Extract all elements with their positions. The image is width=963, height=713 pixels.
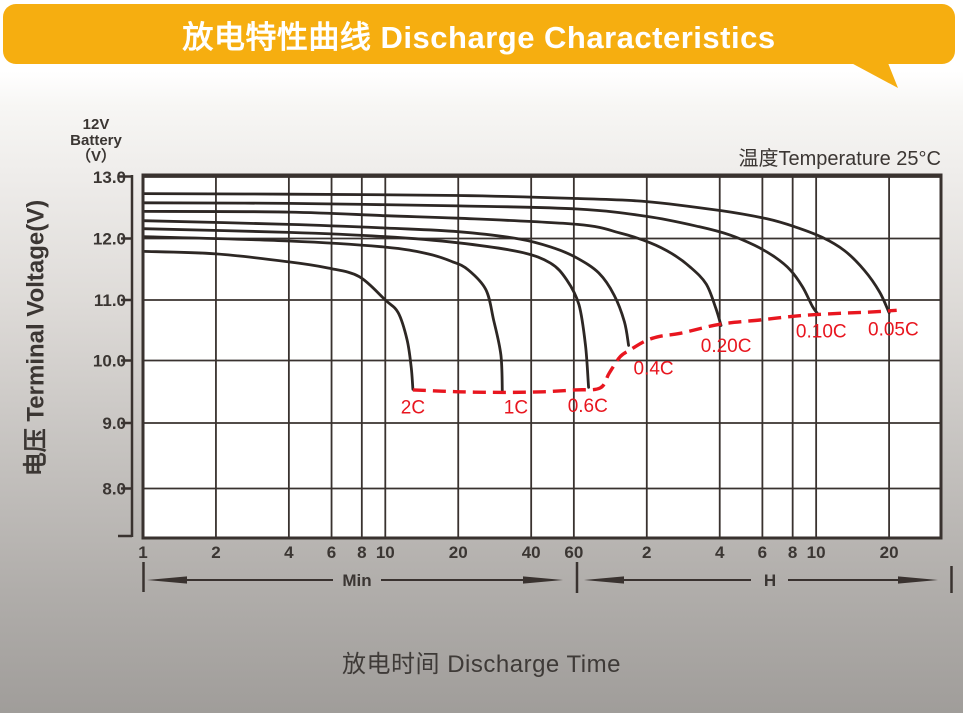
- x-tick-label-10h: 10: [807, 543, 826, 562]
- min-arrow-right-head: [523, 576, 563, 584]
- curve-0.4C: [141, 219, 630, 347]
- rate-label-2C: 2C: [401, 398, 425, 419]
- curve-0.05C: [141, 192, 891, 315]
- y-tick-label-12: 12.0: [93, 230, 126, 249]
- hour-arrow-right-head: [898, 576, 938, 584]
- x-axis-title: 放电时间 Discharge Time: [342, 651, 621, 678]
- x-tick-label-40min: 40: [522, 543, 541, 562]
- x-tick-label-6min: 6: [327, 543, 336, 562]
- cutoff-voltage-curve: [412, 308, 897, 395]
- curve-0.10C: [141, 201, 820, 316]
- temperature-note: 温度Temperature 25°C: [738, 148, 941, 170]
- y-tick-label-10: 10.0: [93, 352, 126, 371]
- y-tick-label-8: 8.0: [102, 480, 126, 499]
- rate-label-1C: 1C: [504, 398, 528, 419]
- battery-type-line1: 12V: [82, 116, 110, 133]
- min-section-label: Min: [342, 571, 371, 590]
- curve-0.20C: [141, 210, 723, 327]
- hour-arrow-left-head: [584, 576, 624, 584]
- y-tick-label-9: 9.0: [102, 414, 126, 433]
- curve-1C: [141, 235, 504, 393]
- rate-label-0.05C: 0.05C: [868, 320, 919, 341]
- x-tick-label-8min: 8: [357, 543, 366, 562]
- x-tick-label-60min: 60: [564, 543, 583, 562]
- plot-area: [143, 175, 941, 538]
- plot-border: [141, 173, 943, 540]
- y-tick-label-11: 11.0: [94, 291, 126, 310]
- hour-section-label: H: [764, 571, 776, 590]
- x-tick-label-20h: 20: [880, 543, 899, 562]
- x-tick-label-20min: 20: [449, 543, 468, 562]
- curve-0.6C: [141, 227, 590, 389]
- x-tick-label-2min: 2: [211, 543, 220, 562]
- battery-type-label: 12V Battery （V）: [56, 117, 136, 165]
- x-tick-label-2h: 2: [642, 543, 651, 562]
- page-title: 放电特性曲线 Discharge Characteristics: [182, 19, 776, 55]
- x-tick-label-6h: 6: [758, 543, 767, 562]
- rate-label-0.20C: 0.20C: [701, 336, 752, 357]
- x-tick-label-4min: 4: [284, 543, 294, 562]
- battery-type-line2: Battery: [70, 132, 122, 149]
- title-banner: 放电特性曲线 Discharge Characteristics: [3, 4, 955, 64]
- rate-label-0.6C: 0.6C: [568, 396, 608, 417]
- rate-label-0.10C: 0.10C: [796, 322, 847, 343]
- banner-tail: [842, 58, 898, 88]
- x-tick-label-10min: 10: [376, 543, 395, 562]
- battery-type-line3: （V）: [75, 148, 116, 165]
- curve-2C: [141, 250, 415, 391]
- x-tick-label-1min: 1: [138, 543, 147, 562]
- y-tick-label-13: 13.0: [93, 168, 126, 187]
- x-tick-label-8h: 8: [788, 543, 797, 562]
- rate-label-0.4C: 0.4C: [634, 358, 674, 379]
- x-tick-label-4h: 4: [715, 543, 725, 562]
- min-arrow-left-head: [147, 576, 187, 584]
- banner-tail-shape: [842, 58, 898, 88]
